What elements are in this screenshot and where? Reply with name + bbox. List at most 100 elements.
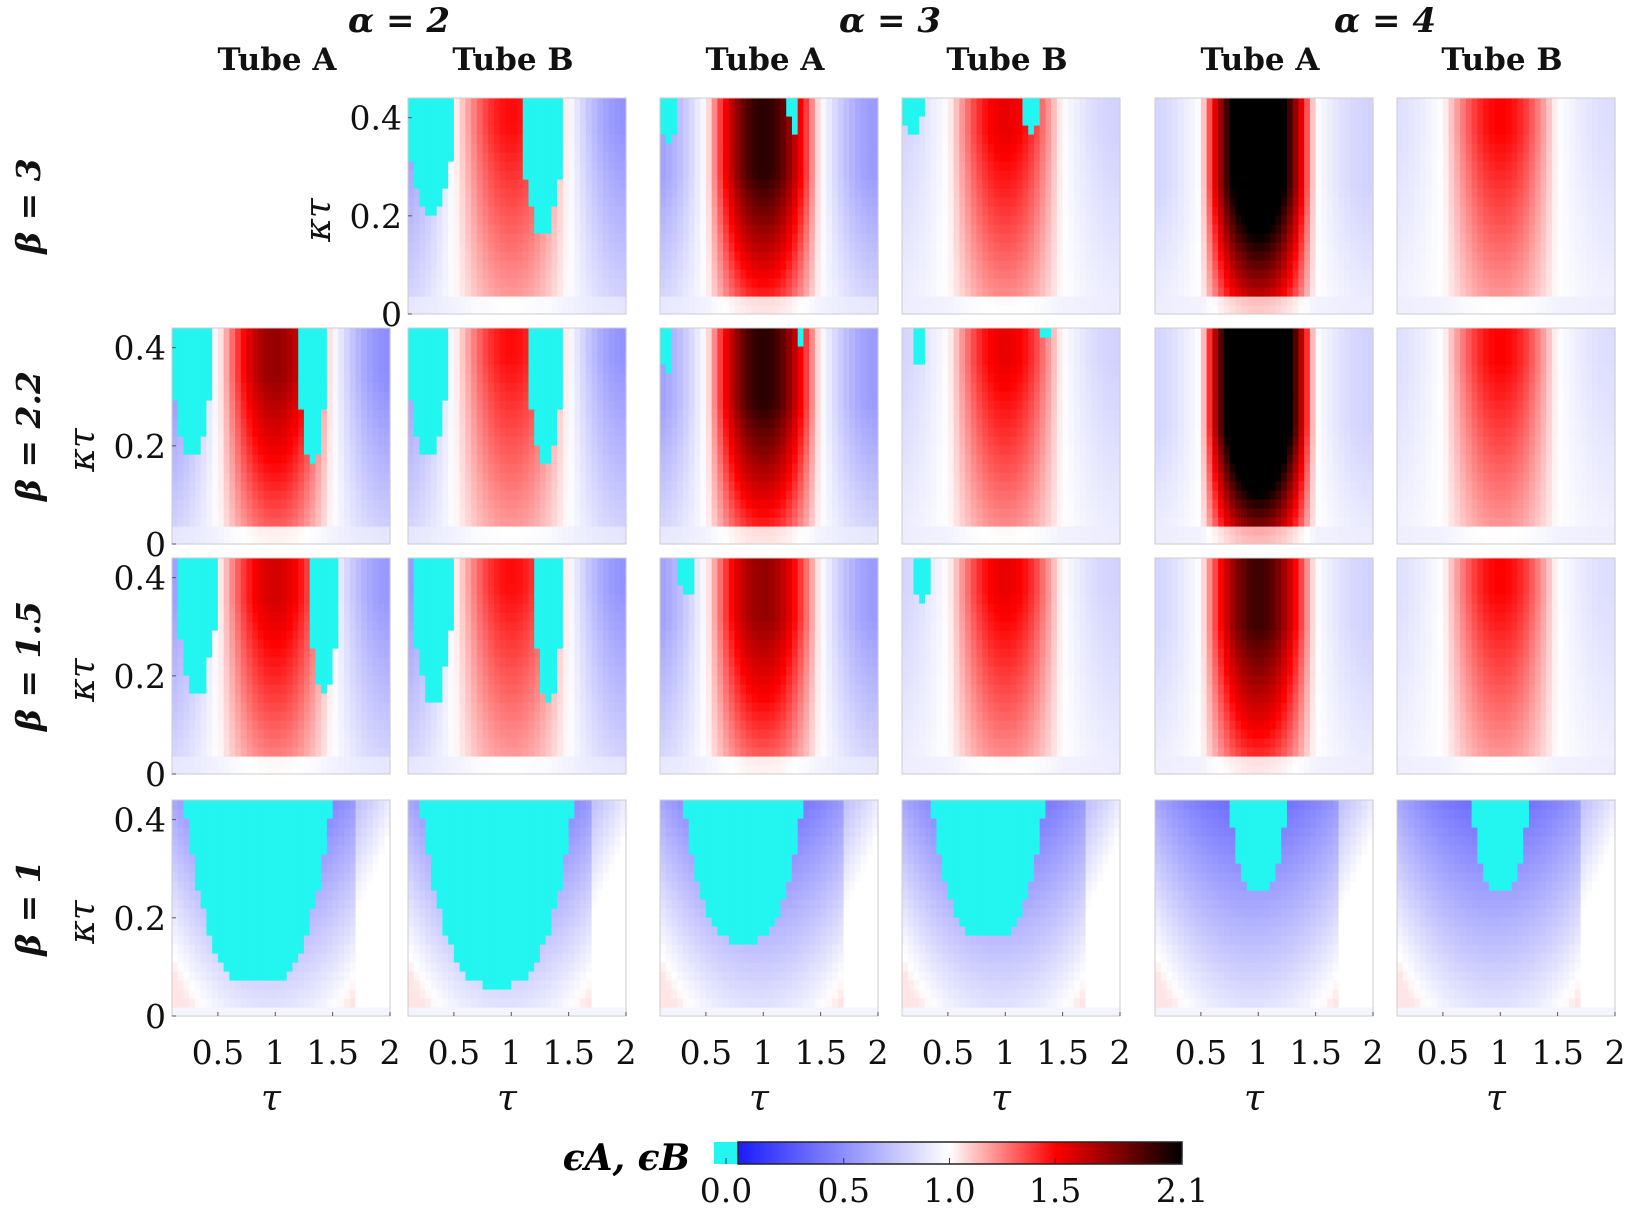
heatmap-cell	[425, 269, 431, 279]
heatmap-cell	[454, 287, 460, 297]
heatmap-cell	[740, 260, 746, 270]
heatmap-cell	[511, 125, 517, 135]
heatmap-cell	[488, 260, 494, 270]
heatmap-cell	[471, 125, 477, 135]
heatmap-cell	[717, 152, 723, 162]
heatmap-cell	[574, 143, 580, 153]
heatmap-cell	[792, 215, 798, 225]
heatmap-cell	[798, 170, 804, 180]
heatmap-cell	[517, 143, 523, 153]
heatmap-cell	[425, 287, 431, 297]
heatmap-cell	[414, 161, 420, 171]
heatmap-cell	[511, 215, 517, 225]
heatmap-cell	[511, 233, 517, 243]
heatmap-cell	[442, 305, 448, 315]
heatmap-cell	[448, 188, 454, 198]
heatmap-cell	[769, 305, 775, 315]
heatmap-cell	[511, 98, 517, 108]
heatmap-cell	[786, 215, 792, 225]
heatmap-cell	[603, 125, 609, 135]
heatmap-cell	[477, 188, 483, 198]
heatmap-cell	[700, 197, 706, 207]
heatmap-cell	[615, 161, 621, 171]
heatmap-cell	[551, 152, 557, 162]
heatmap-cell	[752, 242, 758, 252]
heatmap-cell	[740, 170, 746, 180]
heatmap-cell	[746, 98, 752, 108]
heatmap-cell	[729, 251, 735, 261]
heatmap-cell	[517, 251, 523, 261]
heatmap-cell	[752, 278, 758, 288]
heatmap-cell	[597, 134, 603, 144]
heatmap-cell	[758, 260, 764, 270]
heatmap-cell	[603, 233, 609, 243]
heatmap-cell	[763, 116, 769, 126]
heatmap-cell	[775, 197, 781, 207]
heatmap-cell	[511, 224, 517, 234]
heatmap-cell	[454, 179, 460, 189]
heatmap-cell	[723, 116, 729, 126]
heatmap-cell	[488, 161, 494, 171]
heatmap-cell	[592, 242, 598, 252]
heatmap-cell	[460, 224, 466, 234]
heatmap-cell	[574, 260, 580, 270]
heatmap-cell	[494, 206, 500, 216]
heatmap-cell	[477, 296, 483, 306]
heatmap-cell	[460, 305, 466, 315]
heatmap-cell	[592, 197, 598, 207]
heatmap-cell	[603, 215, 609, 225]
heatmap-cell	[671, 197, 677, 207]
heatmap-cell	[609, 242, 615, 252]
heatmap-cell	[666, 143, 672, 153]
heatmap-cell	[523, 98, 529, 108]
heatmap-cell	[740, 125, 746, 135]
heatmap-cell	[740, 143, 746, 153]
heatmap-cell	[494, 260, 500, 270]
heatmap-cell	[454, 107, 460, 117]
heatmap-cell	[546, 287, 552, 297]
heatmap-cell	[694, 296, 700, 306]
heatmap-cell	[569, 188, 575, 198]
heatmap-cell	[517, 188, 523, 198]
heatmap-cell	[580, 98, 586, 108]
heatmap-cell	[735, 179, 741, 189]
heatmap-cell	[483, 134, 489, 144]
heatmap-cell	[671, 98, 677, 108]
heatmap-cell	[746, 143, 752, 153]
heatmap-cell	[603, 116, 609, 126]
heatmap-cell	[488, 125, 494, 135]
heatmap-cell	[460, 260, 466, 270]
heatmap-cell	[506, 161, 512, 171]
heatmap-cell	[517, 134, 523, 144]
heatmap-cell	[488, 287, 494, 297]
heatmap-cell	[534, 224, 540, 234]
heatmap-cell	[419, 170, 425, 180]
heatmap-cell	[574, 134, 580, 144]
heatmap-cell	[569, 107, 575, 117]
heatmap-cell	[798, 107, 804, 117]
heatmap-cell	[586, 233, 592, 243]
heatmap-cell	[569, 251, 575, 261]
heatmap-cell	[740, 305, 746, 315]
heatmap-cell	[677, 134, 683, 144]
heatmap-cell	[746, 251, 752, 261]
heatmap-cell	[769, 197, 775, 207]
heatmap-cell	[454, 242, 460, 252]
heatmap-cell	[563, 188, 569, 198]
heatmap-cell	[546, 305, 552, 315]
heatmap-cell	[660, 233, 666, 243]
heatmap-cell	[408, 242, 414, 252]
heatmap-cell	[580, 296, 586, 306]
heatmap-cell	[408, 179, 414, 189]
heatmap-cell	[540, 107, 546, 117]
heatmap-cell	[786, 278, 792, 288]
heatmap-cell	[752, 296, 758, 306]
heatmap-cell	[414, 296, 420, 306]
heatmap-cell	[752, 251, 758, 261]
heatmap-cell	[419, 296, 425, 306]
heatmap-cell	[465, 107, 471, 117]
heatmap-cell	[574, 242, 580, 252]
heatmap-cell	[414, 152, 420, 162]
heatmap-cell	[517, 152, 523, 162]
heatmap-cell	[557, 251, 563, 261]
